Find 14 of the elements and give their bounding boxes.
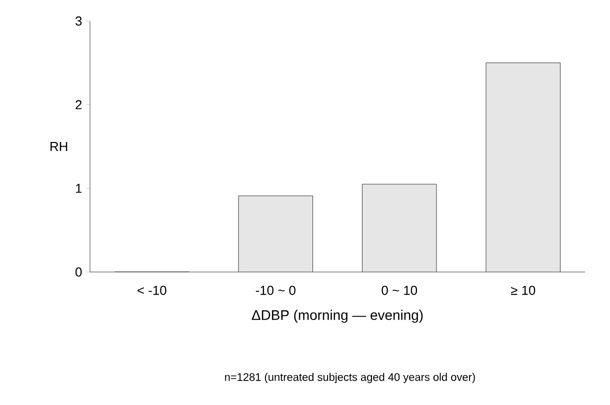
x-tick-label: < -10 xyxy=(138,286,166,295)
y-tick-label: 2 xyxy=(76,100,82,110)
x-tick-label: -10 ~ 0 xyxy=(256,286,296,295)
y-tick-label: 0 xyxy=(76,267,82,277)
text: n=1281 (untreated subjects aged 40 years old over) xyxy=(225,372,475,384)
y-tick-label: 1 xyxy=(76,184,82,193)
x-axis-title: ΔDBP (morning — evening) xyxy=(252,310,423,323)
x-tick-label: 0 ~ 10 xyxy=(382,286,418,295)
y-axis-title: RH xyxy=(50,142,68,151)
bar xyxy=(486,62,560,272)
x-tick-label: ≥ 10 xyxy=(510,286,536,295)
y-tick-label: 3 xyxy=(76,16,82,26)
bar xyxy=(238,196,313,272)
bar xyxy=(362,184,436,272)
